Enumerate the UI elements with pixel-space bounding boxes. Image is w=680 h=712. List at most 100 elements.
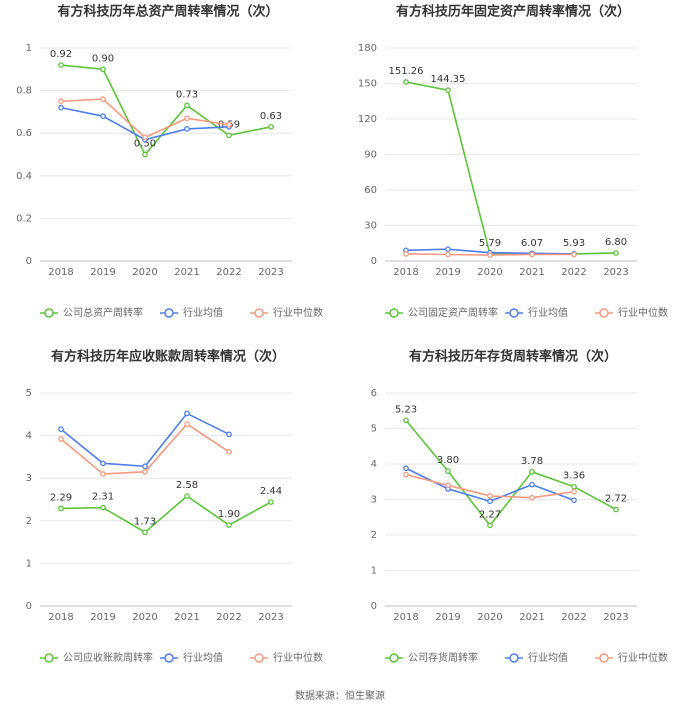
x-tick-label: 2023 <box>603 612 628 623</box>
series-line <box>60 412 230 468</box>
data-point <box>58 436 64 442</box>
legend-label: 公司固定资产周转率 <box>408 306 498 319</box>
legend-label: 公司总资产周转率 <box>63 306 143 319</box>
series-line <box>60 495 272 534</box>
data-point <box>487 498 493 505</box>
data-point <box>142 468 148 475</box>
data-point <box>100 460 106 467</box>
data-label: 6.80 <box>605 237 627 248</box>
legend-label: 行业中位数 <box>273 651 323 664</box>
legend-label: 行业均值 <box>528 306 568 319</box>
data-point <box>226 522 232 528</box>
data-point <box>613 506 619 513</box>
data-point <box>268 123 274 130</box>
x-tick-label: 2023 <box>258 267 283 278</box>
legend-label: 行业中位数 <box>618 651 668 664</box>
data-point <box>571 483 577 490</box>
data-label: 151.26 <box>389 66 424 77</box>
data-label: 3.78 <box>521 456 543 467</box>
data-point <box>445 482 451 489</box>
data-point <box>100 113 106 120</box>
data-point <box>184 126 190 132</box>
data-point <box>403 251 409 257</box>
y-tick-label: 5 <box>371 424 377 435</box>
data-label: 0.73 <box>176 90 198 101</box>
data-point <box>100 66 106 73</box>
data-label: 0.90 <box>92 53 114 64</box>
legend-marker <box>599 653 609 663</box>
y-tick-label: 0.2 <box>16 213 32 224</box>
y-tick-label: 0.8 <box>16 86 32 97</box>
chart-title: 有方科技历年总资产周转率情况（次） <box>57 4 278 20</box>
data-point <box>403 465 409 472</box>
x-tick-label: 2020 <box>132 612 157 623</box>
data-label: 5.93 <box>563 238 585 249</box>
data-label: 3.36 <box>563 471 585 482</box>
data-point <box>403 417 409 424</box>
data-label: 6.07 <box>521 238 543 249</box>
data-point <box>571 497 577 504</box>
data-label: 5.23 <box>395 404 417 415</box>
legend-marker <box>389 308 399 318</box>
x-tick-label: 2021 <box>519 612 544 623</box>
data-point <box>58 505 64 512</box>
data-point <box>529 468 535 475</box>
legend-marker <box>164 308 174 318</box>
data-label: 1.73 <box>134 516 156 527</box>
legend-label: 行业均值 <box>183 306 223 319</box>
data-point <box>184 102 190 109</box>
legend-label: 公司应收账款周转率 <box>63 651 153 664</box>
series-line <box>60 64 272 156</box>
data-label: 144.35 <box>431 74 466 85</box>
x-tick-label: 2019 <box>435 612 460 623</box>
y-tick-label: 0 <box>26 256 32 267</box>
data-point <box>445 468 451 474</box>
y-tick-label: 2 <box>371 530 377 541</box>
x-tick-label: 2019 <box>435 267 460 278</box>
y-tick-label: 30 <box>364 221 377 232</box>
data-label: 3.80 <box>437 455 459 466</box>
data-label: 5.79 <box>479 238 501 249</box>
x-tick-label: 2022 <box>561 612 586 623</box>
x-tick-label: 2021 <box>174 267 199 278</box>
y-tick-label: 4 <box>26 431 32 442</box>
legend-label: 公司存货周转率 <box>408 651 478 664</box>
data-point <box>184 410 190 417</box>
data-point <box>58 104 64 111</box>
data-point <box>487 493 493 499</box>
y-tick-label: 1 <box>371 566 377 577</box>
chart-title: 有方科技历年固定资产周转率情况（次） <box>396 4 630 20</box>
data-point <box>58 426 64 433</box>
data-point <box>487 252 493 258</box>
data-point <box>226 132 232 139</box>
y-tick-label: 4 <box>371 459 377 470</box>
data-point <box>184 421 190 427</box>
data-label: 2.44 <box>260 486 282 497</box>
y-tick-label: 60 <box>364 185 377 196</box>
y-tick-label: 150 <box>358 79 377 90</box>
x-tick-label: 2022 <box>216 612 241 623</box>
data-label: 2.31 <box>92 492 114 503</box>
data-point <box>226 448 232 455</box>
data-point <box>268 499 274 505</box>
data-label: 2.58 <box>176 480 198 491</box>
y-tick-label: 120 <box>358 114 377 125</box>
data-point <box>142 463 148 470</box>
y-tick-label: 0 <box>371 256 377 267</box>
data-point <box>142 151 148 158</box>
source-note: 数据来源：恒生聚源 <box>295 689 385 702</box>
y-tick-label: 0.4 <box>16 171 32 182</box>
data-point <box>226 121 232 128</box>
legend-label: 行业均值 <box>528 651 568 664</box>
x-tick-label: 2023 <box>603 267 628 278</box>
data-point <box>571 251 577 258</box>
legend-marker <box>254 308 264 318</box>
data-point <box>184 115 190 122</box>
y-tick-label: 5 <box>26 388 32 399</box>
data-point <box>529 481 535 488</box>
x-tick-label: 2018 <box>393 612 418 623</box>
legend-marker <box>389 653 399 663</box>
chart-title: 有方科技历年存货周转率情况（次） <box>409 349 617 365</box>
y-tick-label: 1 <box>26 43 32 54</box>
